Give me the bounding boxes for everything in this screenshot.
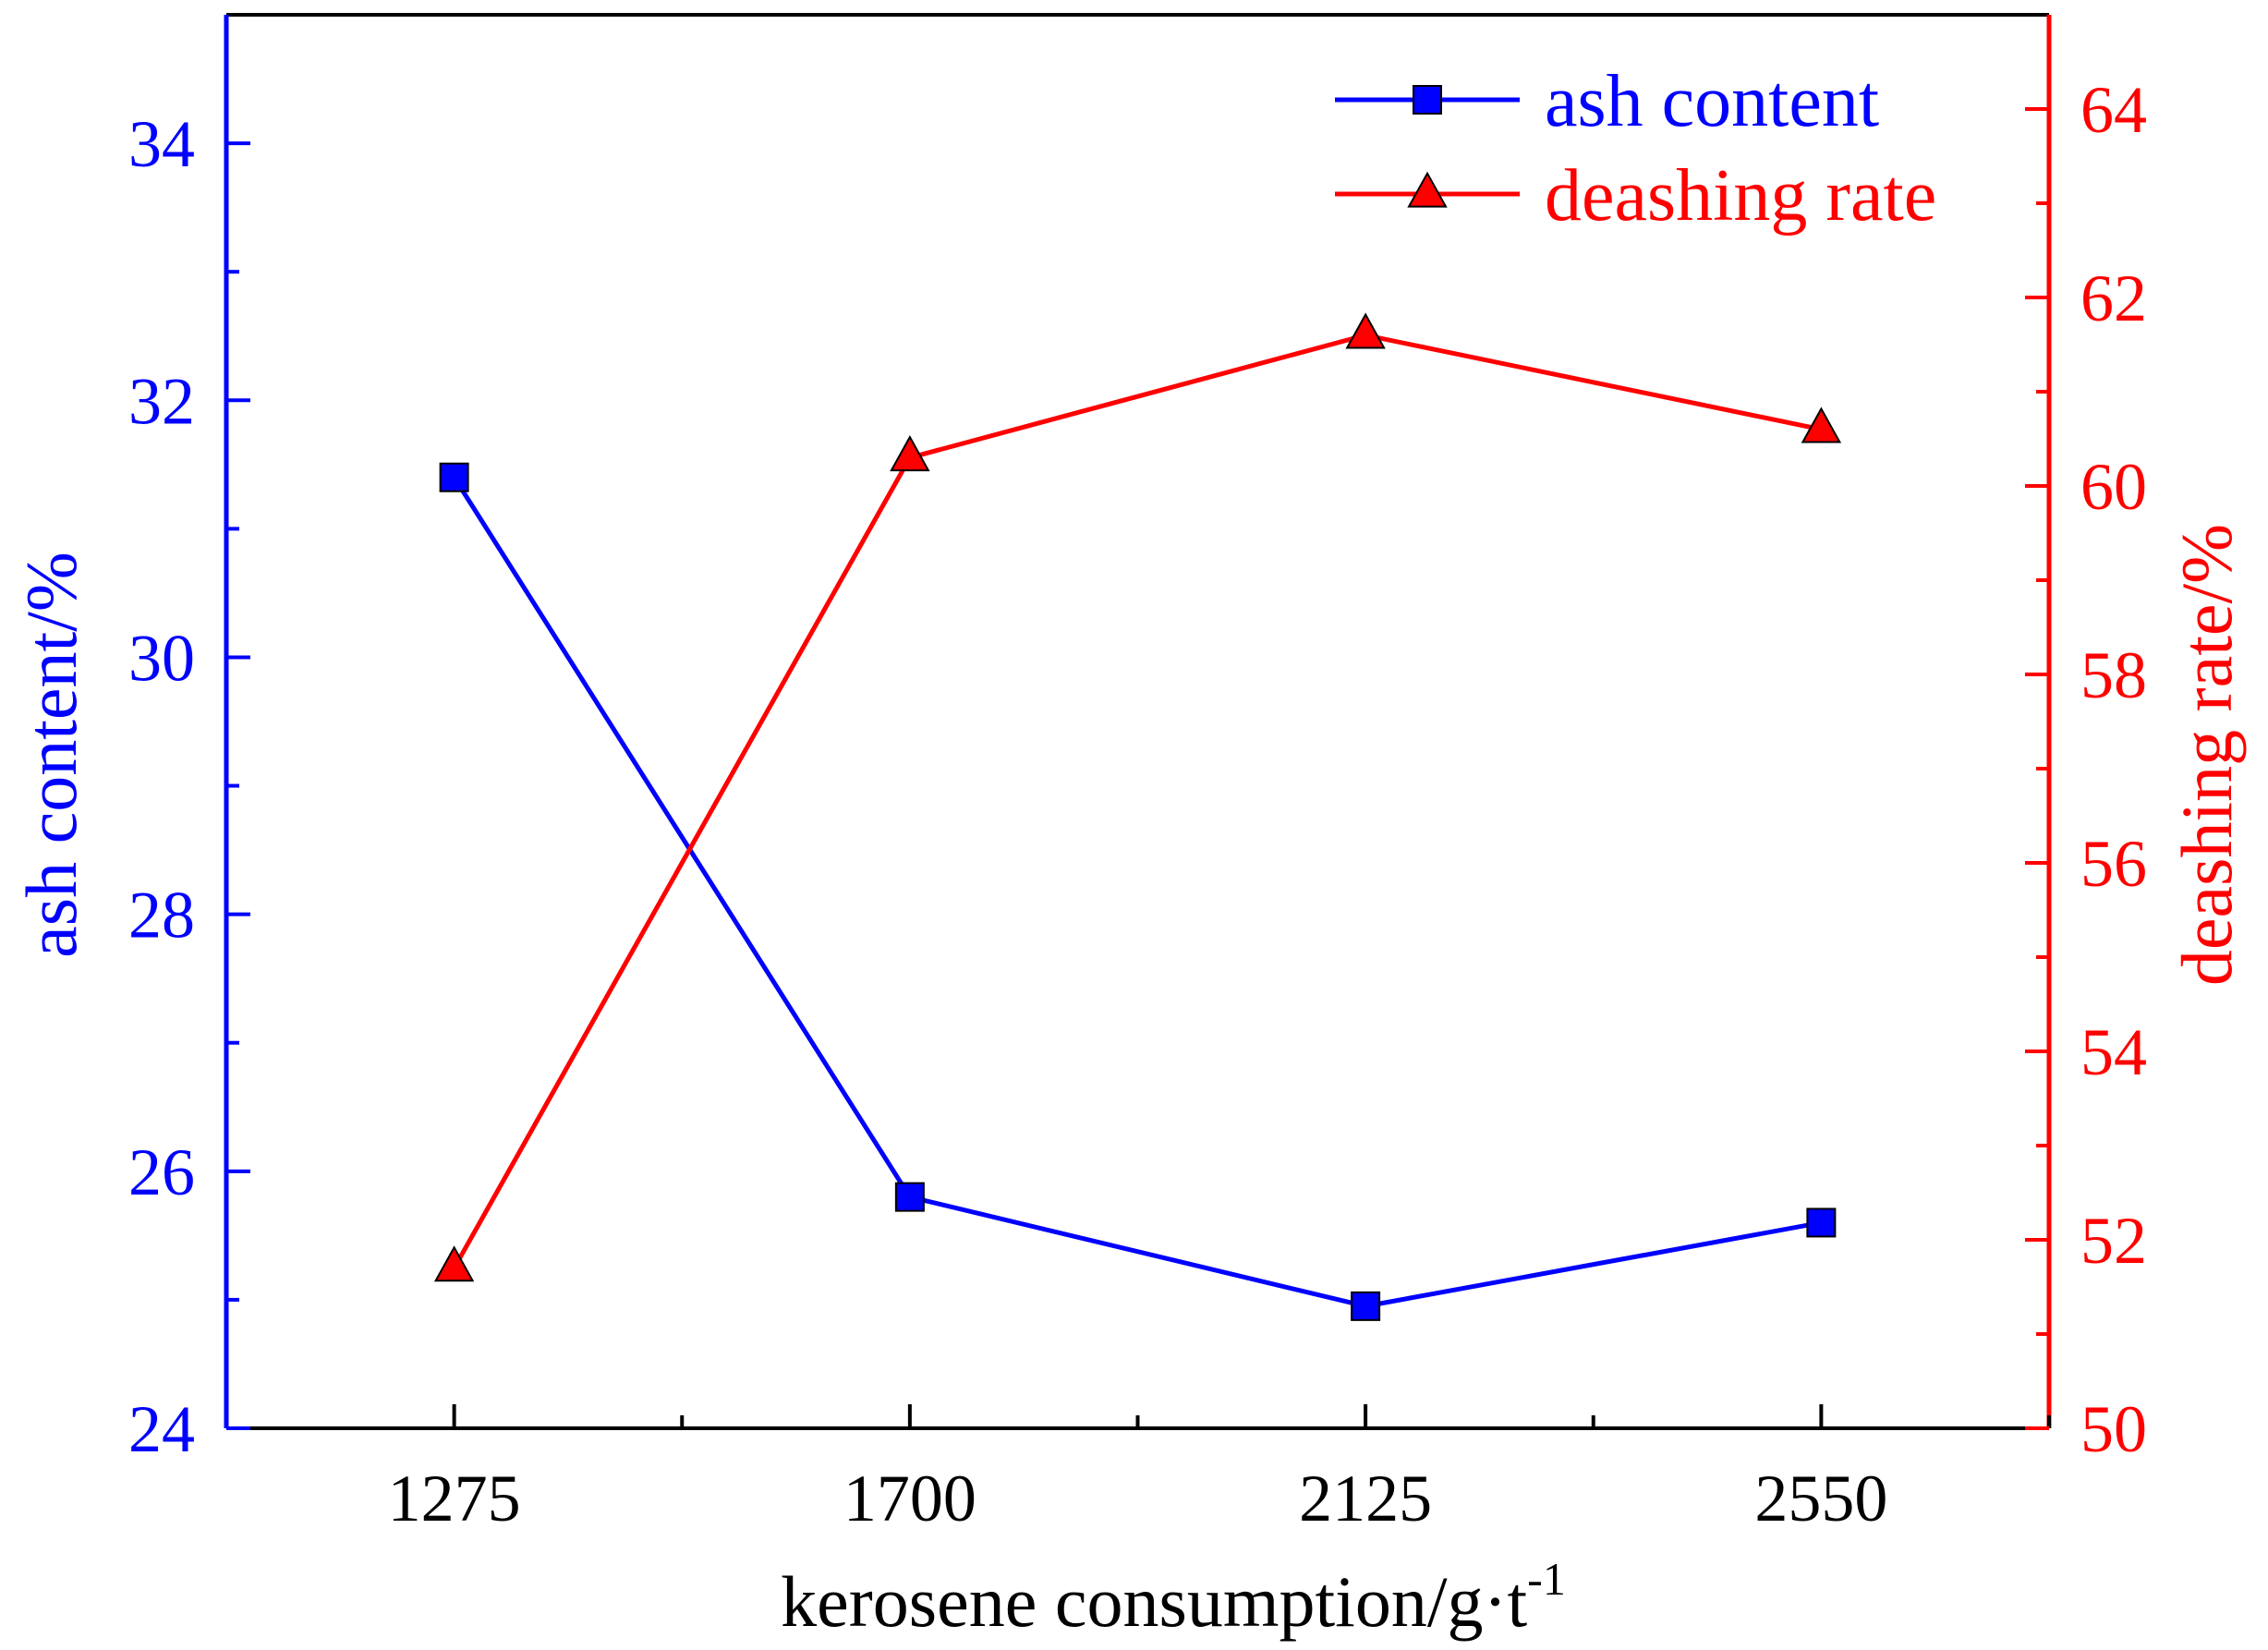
legend-ash-content-marker (1413, 85, 1442, 115)
ash-content-line (452, 476, 1822, 1309)
y-right-tick-label: 52 (2080, 1204, 2147, 1278)
y-left-tick-label: 26 (128, 1135, 195, 1209)
deashing-rate-point (890, 435, 930, 472)
y-left-tick-label: 24 (128, 1392, 195, 1466)
x-axis: 1275 1700 2125 2550 (388, 1404, 2051, 1535)
series-layer (433, 312, 1842, 1321)
legend-deashing-rate-marker (1407, 171, 1448, 208)
ash-content-point (894, 1182, 925, 1212)
y-left-tick-label: 28 (128, 879, 195, 952)
y-left-axis: 24 26 28 30 32 34 (128, 107, 250, 1466)
legend-deashing-rate-label: deashing rate (1545, 155, 1936, 237)
legend-ash-content-label: ash content (1545, 61, 1879, 142)
ash-content-point (1351, 1291, 1381, 1321)
y-left-tick-label: 32 (128, 364, 195, 438)
ash-content-point (439, 462, 469, 492)
y-right-axis-title: deashing rate/% (2166, 524, 2247, 986)
y-right-tick-label: 56 (2080, 827, 2147, 901)
x-axis-title: kerosene consumption/g·t-1 (781, 1553, 1566, 1642)
y-left-tick-label: 30 (128, 621, 195, 695)
y-right-tick-label: 54 (2080, 1015, 2147, 1089)
x-tick-label: 1700 (843, 1462, 976, 1535)
y-right-tick-label: 64 (2080, 73, 2147, 147)
x-tick-label: 2550 (1754, 1462, 1887, 1535)
deashing-rate-point (1345, 312, 1386, 349)
y-right-axis: 50 52 54 56 58 60 62 64 (2025, 73, 2147, 1466)
y-right-tick-label: 62 (2080, 261, 2147, 335)
deashing-rate-point (433, 1245, 475, 1282)
plot-frame (224, 13, 2052, 1430)
y-right-tick-label: 50 (2080, 1392, 2147, 1466)
ash-content-point (1806, 1207, 1837, 1238)
x-tick-label: 2125 (1299, 1462, 1432, 1535)
deashing-rate-point (1801, 406, 1842, 443)
x-tick-label: 1275 (388, 1462, 521, 1535)
y-right-tick-label: 60 (2080, 450, 2147, 524)
y-left-axis-title: ash content/% (11, 552, 91, 958)
legend: ash content deashing rate (1335, 61, 1936, 237)
deashing-rate-line (452, 333, 1822, 1269)
y-left-tick-label: 34 (128, 107, 195, 181)
y-right-tick-label: 58 (2080, 638, 2147, 712)
